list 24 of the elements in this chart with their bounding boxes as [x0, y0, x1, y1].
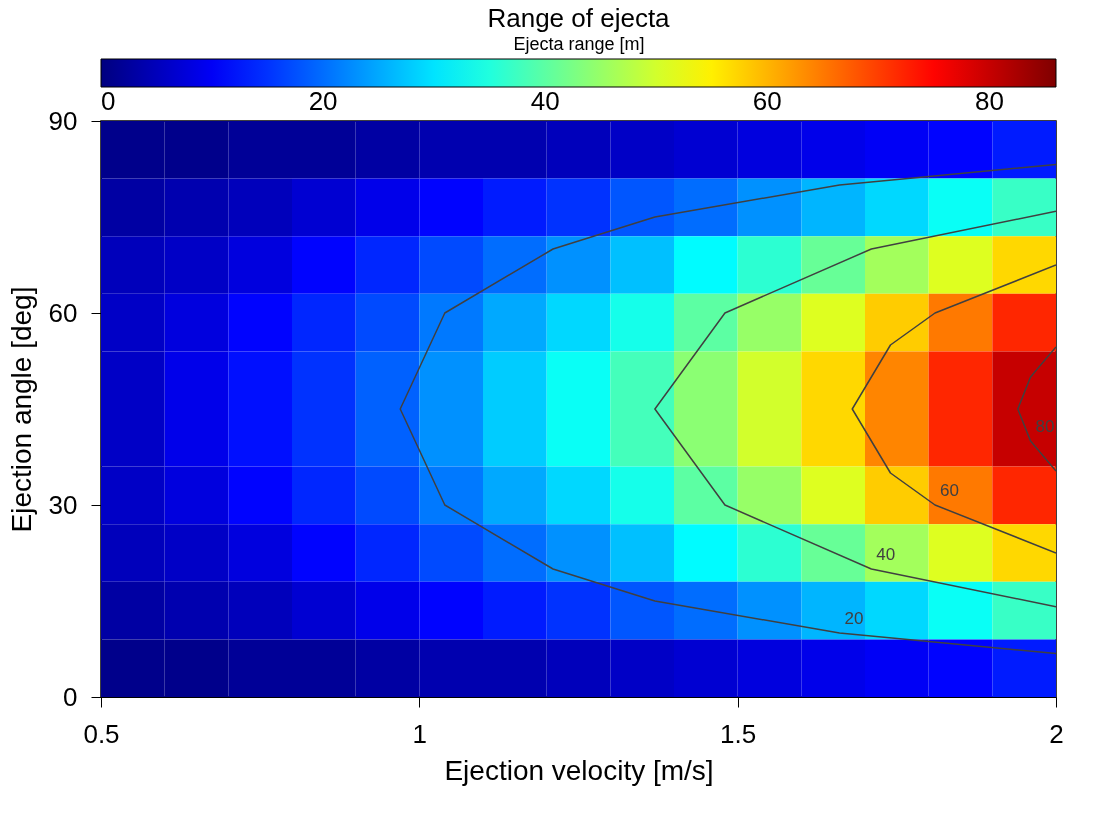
series-label: 40 [876, 545, 896, 564]
color-bar-label: 0 [101, 86, 116, 116]
y-tick-label: 0 [63, 681, 78, 712]
y-tick-label: 60 [48, 297, 78, 328]
line-series [654, 210, 1056, 608]
x-tick-label: 1.5 [720, 718, 757, 749]
line-series [1017, 346, 1056, 472]
series-label: 80 [1035, 417, 1055, 436]
chart-title: Range of ejecta [487, 3, 671, 33]
x-tick-label: 1 [412, 718, 428, 749]
y-axis-title: Ejection angle [deg] [5, 286, 37, 533]
color-bar-label: 60 [752, 86, 782, 116]
y-tick-label: 90 [48, 105, 78, 136]
color-bar-title: Ejecta range [m] [513, 34, 645, 54]
y-tick-label: 30 [48, 489, 78, 520]
color-bar-label: 20 [308, 86, 338, 116]
x-axis-title: Ejection velocity [m/s] [444, 754, 714, 786]
color-bar-label: 40 [530, 86, 560, 116]
x-tick-label: 0.5 [83, 718, 120, 749]
line-series [399, 163, 1056, 655]
series-label: 60 [940, 481, 959, 500]
color-bar-label: 80 [974, 86, 1004, 116]
series-label: 20 [844, 609, 864, 628]
x-tick-label: 2 [1049, 718, 1064, 749]
